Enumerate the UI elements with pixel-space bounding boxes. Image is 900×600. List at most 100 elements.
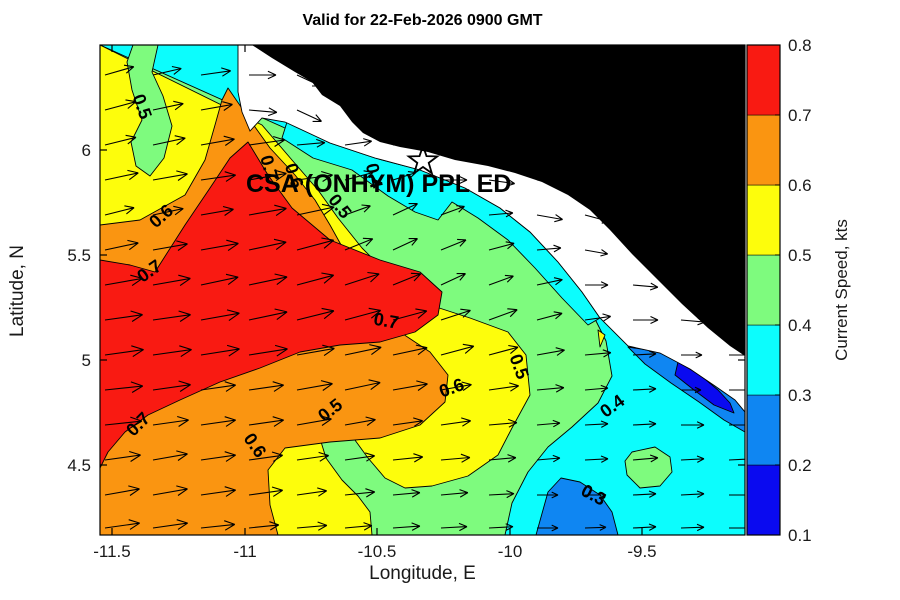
colorbar-segment bbox=[746, 324, 781, 396]
current-vector-arrow bbox=[152, 65, 182, 76]
plot-title: Valid for 22-Feb-2026 0900 GMT bbox=[302, 12, 543, 29]
current-vector-arrow bbox=[344, 344, 382, 356]
current-vector-arrow bbox=[248, 308, 288, 321]
y-axis-label: Latitude, N bbox=[7, 245, 28, 337]
current-vector-arrow bbox=[152, 485, 188, 496]
current-vector-arrow bbox=[536, 244, 562, 253]
current-vector-arrow bbox=[440, 417, 471, 427]
y-tick-label: 5.5 bbox=[67, 246, 91, 265]
current-vector-arrow bbox=[632, 454, 659, 463]
current-vector-arrow bbox=[584, 249, 609, 257]
current-vector-arrow bbox=[200, 486, 236, 497]
current-vector-arrow bbox=[584, 524, 607, 531]
current-vector-arrow bbox=[536, 419, 561, 428]
current-vector-arrow bbox=[152, 415, 189, 427]
contour-region-green-island bbox=[624, 446, 673, 489]
contour-region-blue-triangle-03 bbox=[535, 477, 619, 535]
current-vector-arrow bbox=[248, 486, 283, 497]
current-vector-arrow bbox=[392, 272, 422, 286]
current-vector-arrow bbox=[104, 345, 144, 358]
current-vector-arrow bbox=[537, 491, 559, 499]
current-vector-arrow bbox=[392, 522, 421, 531]
colorbar-segment bbox=[746, 44, 781, 116]
current-vector-arrow bbox=[296, 109, 322, 122]
current-vector-arrow bbox=[584, 455, 609, 463]
current-vector-arrow bbox=[344, 237, 374, 251]
current-vector-arrow bbox=[344, 488, 376, 498]
current-vector-arrow bbox=[680, 523, 705, 532]
x-tick-label: -10 bbox=[498, 542, 523, 561]
y-tick-label: 6 bbox=[82, 141, 91, 160]
current-vector-arrow bbox=[392, 203, 418, 216]
current-vector-arrow bbox=[296, 307, 335, 321]
colorbar-tick-label: 0.7 bbox=[788, 106, 812, 125]
current-vector-arrow bbox=[584, 420, 609, 428]
x-tick-label: -10.5 bbox=[358, 542, 397, 561]
current-vector-arrow bbox=[248, 273, 288, 286]
current-vector-arrow bbox=[488, 418, 518, 428]
current-vector-arrow bbox=[200, 520, 236, 531]
current-vector-arrow bbox=[440, 489, 469, 498]
current-vector-arrow bbox=[536, 384, 565, 393]
current-vector-arrow bbox=[248, 204, 287, 217]
current-vector-arrow bbox=[200, 171, 236, 182]
current-vector-arrow bbox=[392, 417, 423, 427]
current-vector-arrow bbox=[104, 310, 143, 322]
colorbar-tick-label: 0.4 bbox=[788, 316, 812, 335]
current-vector-arrow bbox=[729, 492, 745, 498]
current-vector-arrow bbox=[248, 451, 283, 462]
current-vector-arrow bbox=[200, 239, 239, 252]
colorbar-segment bbox=[746, 114, 781, 186]
colorbar-tick-label: 0.5 bbox=[788, 246, 812, 265]
colorbar-segment bbox=[746, 464, 781, 536]
current-vector-arrow bbox=[632, 490, 657, 498]
current-vector-arrow bbox=[392, 453, 424, 463]
current-vector-arrow bbox=[537, 524, 559, 532]
colorbar-segment bbox=[746, 394, 781, 466]
current-vector-arrow bbox=[488, 178, 516, 187]
current-vector-arrow bbox=[536, 311, 563, 321]
current-vector-arrow bbox=[104, 416, 143, 428]
colorbar-label: Current Speed, kts bbox=[832, 219, 851, 361]
current-vector-arrow bbox=[200, 67, 231, 77]
colorbar-tick-label: 0.3 bbox=[788, 386, 812, 405]
current-vector-arrow bbox=[104, 450, 141, 462]
x-tick-label: -11.5 bbox=[93, 542, 131, 561]
current-vector-arrow bbox=[536, 277, 563, 286]
current-vector-arrow bbox=[296, 451, 330, 462]
current-vector-arrow bbox=[344, 204, 371, 216]
current-vector-arrow bbox=[344, 138, 373, 147]
current-vector-arrow bbox=[296, 415, 332, 426]
current-vector-arrow bbox=[680, 455, 705, 463]
current-vector-arrow bbox=[440, 381, 472, 391]
current-vector-arrow bbox=[729, 525, 745, 531]
current-vector-arrow bbox=[104, 274, 143, 287]
current-vector-arrow bbox=[152, 240, 188, 251]
current-vector-arrow bbox=[248, 135, 285, 147]
x-tick-label: -11 bbox=[233, 542, 256, 561]
current-vector-arrow bbox=[681, 351, 703, 359]
current-vector-arrow bbox=[632, 282, 659, 291]
current-vector-arrow bbox=[536, 347, 565, 356]
current-vector-arrow bbox=[488, 274, 514, 286]
current-vector-arrow bbox=[488, 382, 519, 392]
current-vector-arrow bbox=[440, 238, 467, 251]
current-vector-arrow bbox=[200, 381, 236, 392]
current-vector-arrow bbox=[296, 487, 327, 497]
current-vector-arrow bbox=[584, 313, 612, 322]
map-area: CSA (ONHYM) PPL ED0.50.60.70.70.60.50.40… bbox=[100, 45, 745, 535]
x-axis-label: Longitude, E bbox=[369, 563, 476, 584]
current-vector-arrow bbox=[440, 308, 471, 321]
current-vector-arrow bbox=[344, 170, 374, 181]
current-vector-arrow bbox=[633, 316, 659, 324]
contour-label: 0.7 bbox=[372, 309, 400, 333]
current-vector-arrow bbox=[248, 381, 284, 392]
current-vector-arrow bbox=[441, 175, 468, 185]
current-vector-arrow bbox=[296, 203, 335, 216]
current-vector-arrow bbox=[681, 386, 702, 394]
current-vector-arrow bbox=[584, 349, 612, 358]
current-vector-arrow bbox=[585, 281, 609, 289]
current-vector-arrow bbox=[152, 380, 191, 392]
current-vector-arrow bbox=[104, 205, 135, 216]
current-vector-arrow bbox=[104, 381, 144, 393]
